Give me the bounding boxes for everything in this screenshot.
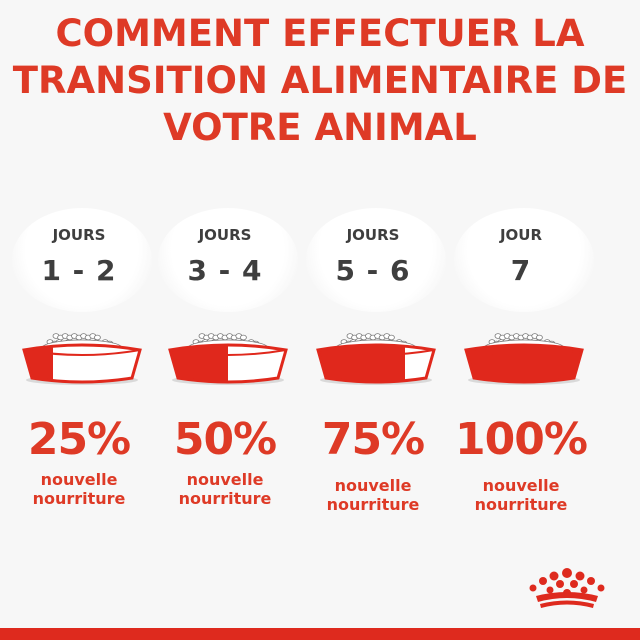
- percent-value: 25%: [27, 414, 131, 465]
- transition-step-4: JOUR 7 100% nouvelle nourriture: [446, 200, 596, 520]
- day-range: 7: [510, 254, 532, 287]
- food-bowl-icon: [316, 333, 436, 385]
- day-label: JOURS: [198, 226, 252, 244]
- title-line-3: VOTRE ANIMAL: [163, 106, 477, 149]
- percent-value: 100%: [455, 414, 588, 465]
- title-line-2: TRANSITION ALIMENTAIRE DE: [12, 59, 628, 102]
- description-line-2: nourriture: [474, 495, 568, 514]
- percent-value: 50%: [173, 414, 277, 465]
- description-line-2: nourriture: [326, 495, 420, 514]
- transition-step-3: JOURS 5 - 6 75% nouvelle nourriture: [298, 200, 448, 520]
- day-circle: [454, 208, 594, 312]
- crown-logo-icon: [529, 568, 605, 608]
- percent-value: 75%: [321, 414, 425, 465]
- day-label: JOURS: [52, 226, 106, 244]
- transition-step-1: JOURS 1 - 2 25% nouvelle nourriture: [4, 200, 154, 520]
- percent-description: nouvelle nourriture: [446, 476, 596, 514]
- food-bowl-icon: [168, 333, 288, 385]
- percent-description: nouvelle nourriture: [150, 470, 300, 508]
- day-label: JOUR: [499, 226, 543, 244]
- description-line-2: nourriture: [32, 489, 126, 508]
- bottom-bar: [0, 628, 640, 640]
- day-range: 5 - 6: [335, 254, 411, 287]
- description-line-1: nouvelle: [334, 476, 412, 495]
- percent-description: nouvelle nourriture: [298, 476, 448, 514]
- day-circle: [306, 208, 446, 312]
- food-bowl-icon: [464, 333, 584, 385]
- description-line-1: nouvelle: [40, 470, 118, 489]
- page-title: COMMENT EFFECTUER LA TRANSITION ALIMENTA…: [0, 10, 640, 151]
- day-label: JOURS: [346, 226, 400, 244]
- description-line-2: nourriture: [178, 489, 272, 508]
- day-circle: [12, 208, 152, 312]
- percent-description: nouvelle nourriture: [4, 470, 154, 508]
- day-circle: [158, 208, 298, 312]
- description-line-1: nouvelle: [186, 470, 264, 489]
- description-line-1: nouvelle: [482, 476, 560, 495]
- day-range: 3 - 4: [187, 254, 263, 287]
- day-range: 1 - 2: [41, 254, 117, 287]
- title-line-1: COMMENT EFFECTUER LA: [55, 12, 585, 55]
- transition-step-2: JOURS 3 - 4 50% nouvelle nourriture: [150, 200, 300, 520]
- food-bowl-icon: [22, 333, 142, 385]
